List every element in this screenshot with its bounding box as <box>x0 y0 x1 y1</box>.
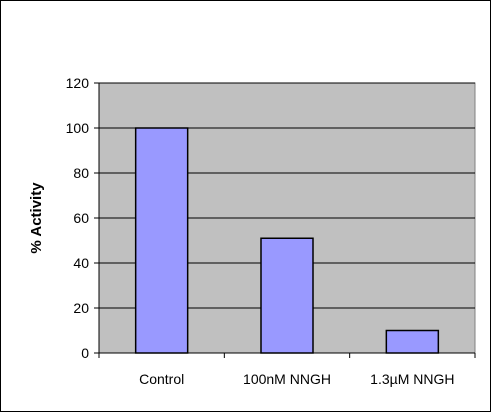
y-tick-label-40: 40 <box>73 255 89 271</box>
y-tick-label-60: 60 <box>73 210 89 226</box>
x-tick-label-1: 100nM NNGH <box>243 371 331 387</box>
bars <box>134 127 440 354</box>
x-tick-label-0: Control <box>139 371 184 387</box>
bar-1 <box>260 237 314 354</box>
x-tick-label-2: 1.3µM NNGH <box>370 371 454 387</box>
bar-2 <box>385 329 440 354</box>
y-axis-title: % Activity <box>28 182 45 254</box>
y-tick-label-20: 20 <box>73 300 89 316</box>
y-tick-label-0: 0 <box>81 345 89 361</box>
bar-0 <box>134 127 189 354</box>
y-tick-label-80: 80 <box>73 165 89 181</box>
y-tick-label-100: 100 <box>66 120 90 136</box>
y-tick-labels: 0 20 40 60 80 100 120 <box>66 75 90 361</box>
axes <box>94 82 476 358</box>
x-tick-labels: Control 100nM NNGH 1.3µM NNGH <box>139 371 454 387</box>
y-tick-label-120: 120 <box>66 75 90 91</box>
